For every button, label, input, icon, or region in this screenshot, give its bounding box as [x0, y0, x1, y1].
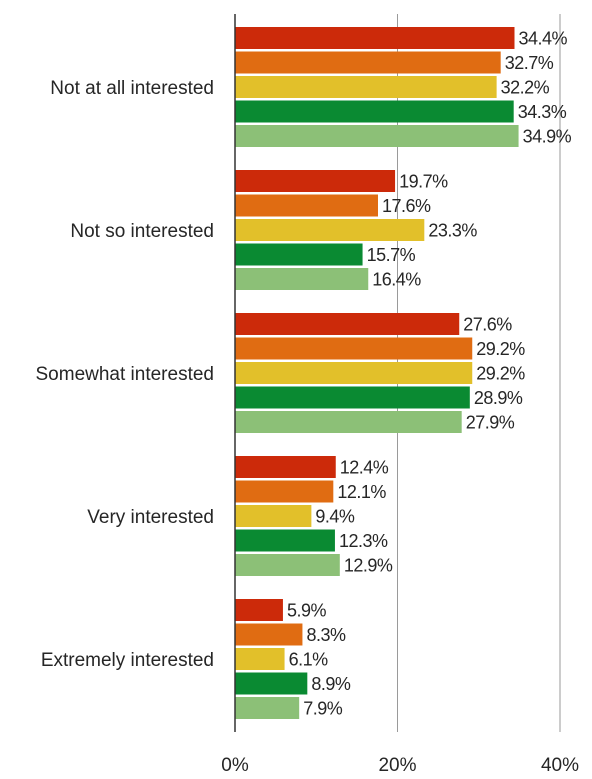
data-label: 34.4%: [519, 29, 568, 49]
data-label: 7.9%: [303, 699, 343, 719]
data-labels: 34.4% 32.7% 32.2% 34.3% 34.9% 19.7% 17.6% 23.3%…: [287, 29, 572, 719]
category-label: Extremely interested: [41, 650, 214, 671]
bar: [235, 76, 497, 98]
bar: [235, 170, 396, 192]
data-label: 8.9%: [311, 674, 351, 694]
bar: [235, 697, 300, 719]
data-label: 12.4%: [340, 458, 389, 478]
data-label: 15.7%: [367, 245, 416, 265]
data-label: 12.1%: [337, 482, 386, 502]
data-label: 27.6%: [463, 315, 512, 335]
category-label: Very interested: [87, 507, 214, 528]
bar: [235, 362, 473, 384]
data-label: 8.3%: [306, 625, 346, 645]
bar: [235, 599, 283, 621]
data-label: 32.7%: [505, 53, 554, 73]
bar: [235, 337, 473, 360]
data-label: 27.9%: [466, 413, 515, 433]
bar: [235, 268, 369, 290]
x-tick-labels: 0% 20% 40%: [221, 755, 579, 776]
data-label: 34.9%: [523, 127, 572, 147]
bar: [235, 194, 378, 217]
bar: [235, 313, 460, 335]
bar: [235, 623, 303, 646]
bar: [235, 672, 308, 695]
bar: [235, 554, 340, 576]
category-labels: Not at all interested Not so interested So…: [36, 78, 215, 671]
bar: [235, 243, 363, 266]
bar: [235, 51, 501, 74]
bar: [235, 529, 335, 552]
data-label: 29.2%: [476, 364, 525, 384]
category-label: Somewhat interested: [36, 364, 215, 385]
data-label: 5.9%: [287, 601, 327, 621]
data-label: 32.2%: [501, 78, 550, 98]
data-label: 29.2%: [476, 339, 525, 359]
data-label: 12.3%: [339, 531, 388, 551]
data-label: 16.4%: [372, 270, 421, 290]
bar: [235, 386, 470, 409]
data-label: 17.6%: [382, 196, 431, 216]
data-label: 28.9%: [474, 388, 523, 408]
data-label: 9.4%: [315, 507, 355, 527]
bar: [235, 219, 425, 241]
bar: [235, 456, 336, 478]
category-label: Not so interested: [70, 221, 214, 242]
bar: [235, 27, 515, 49]
bar: [235, 125, 519, 147]
x-tick-label: 20%: [378, 755, 416, 776]
data-label: 23.3%: [428, 221, 477, 241]
x-tick-label: 0%: [221, 755, 249, 776]
category-label: Not at all interested: [50, 78, 214, 99]
bars: [235, 27, 519, 719]
bar: [235, 411, 462, 433]
bar: [235, 505, 312, 527]
bar: [235, 480, 334, 503]
x-tick-label: 40%: [541, 755, 579, 776]
data-label: 12.9%: [344, 556, 393, 576]
data-label: 19.7%: [399, 172, 448, 192]
data-label: 34.3%: [518, 102, 567, 122]
bar: [235, 648, 285, 670]
bar: [235, 100, 514, 123]
data-label: 6.1%: [289, 650, 329, 670]
